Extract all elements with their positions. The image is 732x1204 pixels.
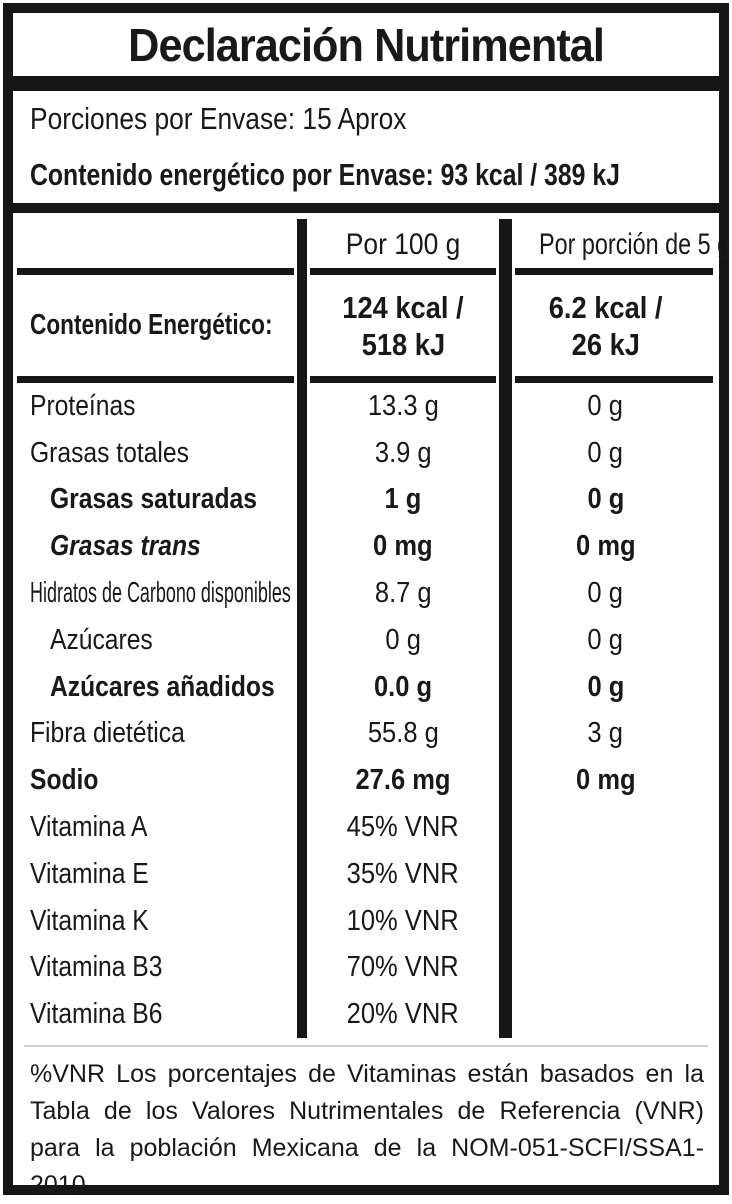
value-per-portion: 0 g	[587, 389, 624, 422]
table-row: Grasas totales 3.9 g 0 g	[13, 430, 719, 477]
table-row: Grasas trans 0 mg 0 mg	[13, 523, 719, 570]
nutrient-name: Vitamina B3	[30, 951, 163, 984]
energy-per-100g-value: 124 kcal / 518 kJ	[342, 289, 464, 362]
value-per-portion: 0 mg	[575, 530, 636, 563]
value-per-portion: 0 g	[587, 436, 624, 469]
table-row: Fibra dietética 55.8 g 3 g	[13, 711, 719, 758]
value-per-100g: 27.6 mg	[355, 764, 451, 797]
nutrient-name: Vitamina K	[30, 904, 149, 937]
nutrient-rows: Proteínas 13.3 g 0 g Grasas totales 3.9 g 0 g…	[13, 383, 719, 1038]
column-header-per-portion: Por porción de 5 g	[538, 228, 731, 261]
nutrient-name: Vitamina B6	[30, 998, 163, 1031]
nutrient-name: Vitamina E	[30, 857, 149, 890]
vnr-footnote: %VNR Los porcentajes de Vitaminas están …	[13, 1047, 719, 1204]
nutrient-name: Azúcares	[50, 623, 153, 656]
value-per-100g: 10% VNR	[346, 904, 460, 937]
nutrient-name: Azúcares añadidos	[50, 670, 275, 703]
value-per-portion: 3 g	[587, 717, 624, 750]
rule-under-headers	[13, 268, 719, 275]
energy-content-label: Contenido Energético:	[30, 309, 273, 341]
servings-per-package: Porciones por Envase: 15 Aprox	[30, 101, 407, 136]
value-per-100g: 3.9 g	[374, 436, 432, 469]
value-per-100g: 55.8 g	[367, 717, 439, 750]
nutrient-name: Proteínas	[30, 389, 136, 422]
table-row: Azúcares 0 g 0 g	[13, 617, 719, 664]
column-header-per-100g: Por 100 g	[345, 228, 461, 261]
energy-per-package: Contenido energético por Envase: 93 kcal…	[30, 157, 620, 192]
table-row: Sodio 27.6 mg 0 mg	[13, 757, 719, 804]
table-row: Vitamina B6 20% VNR	[13, 991, 719, 1038]
nutrient-name: Grasas totales	[30, 436, 189, 469]
value-per-100g: 20% VNR	[346, 998, 460, 1031]
value-per-100g: 0 g	[385, 623, 421, 656]
table-row: Grasas saturadas 1 g 0 g	[13, 477, 719, 524]
divider-band-bottom	[13, 203, 719, 213]
table-row: Proteínas 13.3 g 0 g	[13, 383, 719, 430]
energy-content-row: Contenido Energético: 124 kcal / 518 kJ …	[13, 275, 719, 376]
table-row: Azúcares añadidos 0.0 g 0 g	[13, 664, 719, 711]
table-row: Vitamina A 45% VNR	[13, 804, 719, 851]
value-per-100g: 35% VNR	[346, 857, 460, 890]
value-per-portion: 0 g	[587, 577, 624, 610]
nutrient-name: Fibra dietética	[30, 717, 185, 750]
column-divider-bar-1	[297, 219, 307, 1039]
nutrition-label: Declaración Nutrimental Porciones por En…	[3, 3, 731, 1199]
value-per-100g: 8.7 g	[374, 577, 432, 610]
table-row: Hidratos de Carbono disponibles 8.7 g 0 g	[13, 570, 719, 617]
value-per-100g: 0 mg	[373, 530, 433, 563]
nutrient-table: Por 100 g Por porción de 5 g Contenido E…	[13, 213, 731, 1039]
value-per-100g: 1 g	[384, 483, 422, 516]
value-per-100g: 13.3 g	[367, 389, 439, 422]
table-row: Vitamina K 10% VNR	[13, 898, 719, 945]
nutrient-name: Hidratos de Carbono disponibles	[30, 577, 291, 610]
nutrient-name: Vitamina A	[30, 811, 148, 844]
rule-under-energy-row	[13, 376, 719, 383]
value-per-100g: 0.0 g	[373, 670, 433, 703]
nutrient-name: Grasas saturadas	[50, 483, 257, 516]
label-title: Declaración Nutrimental	[128, 18, 605, 71]
value-per-portion: 0 g	[587, 623, 624, 656]
value-per-portion: 0 g	[587, 670, 624, 703]
column-divider-bar-2	[499, 219, 512, 1039]
value-per-portion: 0 mg	[575, 764, 636, 797]
footnote-line: para la población Mexicana de la NOM-051…	[30, 1134, 704, 1200]
footnote-line: %VNR Los porcentajes de Vitaminas están …	[30, 1060, 704, 1089]
package-info: Porciones por Envase: 15 Aprox Contenido…	[13, 91, 719, 203]
footnote-line: Tabla de los Valores Nutrimentales de Re…	[30, 1097, 704, 1126]
value-per-portion: 0 g	[587, 483, 624, 516]
nutrient-name: Sodio	[30, 764, 99, 797]
nutrient-name: Grasas trans	[50, 530, 201, 563]
label-header: Declaración Nutrimental	[13, 13, 719, 76]
value-per-100g: 70% VNR	[346, 951, 460, 984]
footnote-divider	[24, 1045, 708, 1048]
column-headers: Por 100 g Por porción de 5 g	[13, 213, 731, 268]
value-per-100g: 45% VNR	[346, 811, 460, 844]
divider-band-top	[13, 76, 719, 91]
energy-per-portion-value: 6.2 kcal / 26 kJ	[548, 289, 663, 362]
table-row: Vitamina B3 70% VNR	[13, 945, 719, 992]
table-row: Vitamina E 35% VNR	[13, 851, 719, 898]
